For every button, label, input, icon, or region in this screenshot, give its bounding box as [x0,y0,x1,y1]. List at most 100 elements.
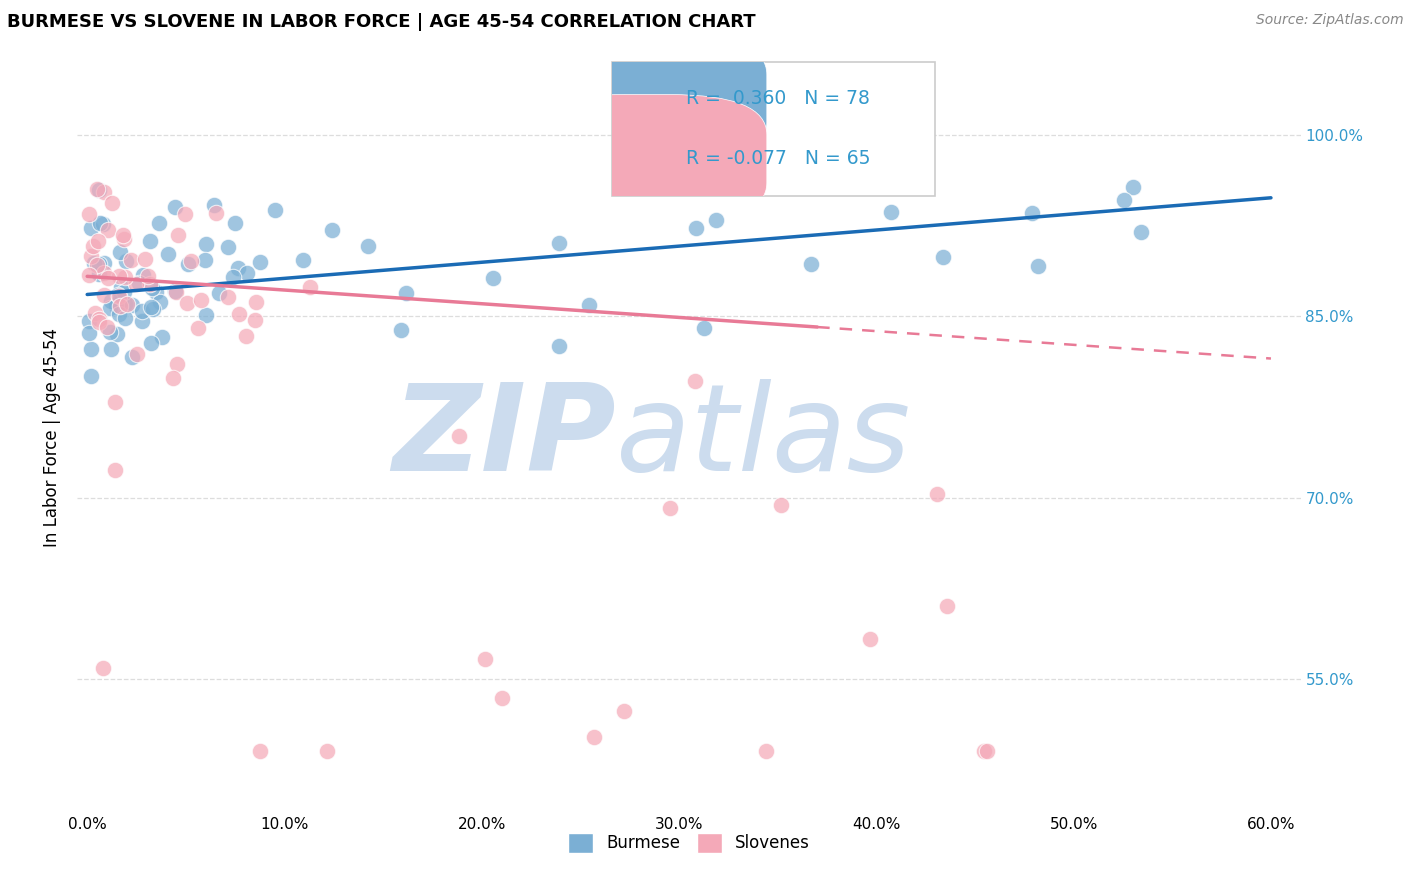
Point [86,258,108,272]
Point [93,288,115,302]
FancyBboxPatch shape [527,34,766,162]
Point [149,294,172,309]
Point [91,660,114,674]
Point [80,221,103,235]
Point [150,329,173,343]
Point [474,651,496,665]
Point [177,257,200,271]
Point [176,295,198,310]
Point [156,247,179,261]
Point [96,319,118,334]
Point [165,285,187,300]
Point [976,744,998,758]
Point [547,235,569,250]
Point [145,285,167,300]
Text: ZIP: ZIP [392,378,616,496]
Point [1021,206,1043,220]
Point [249,255,271,269]
Point [291,252,314,267]
Point [142,301,165,316]
Point [87,268,110,282]
Point [114,270,136,285]
Point [79,206,101,220]
Point [395,285,418,300]
Point [110,279,132,293]
Point [110,294,132,309]
Point [226,261,249,276]
Point [131,314,153,328]
Point [134,252,156,267]
Point [131,304,153,318]
Point [97,271,120,285]
Point [89,216,111,230]
Point [139,234,162,248]
Point [97,223,120,237]
Point [693,321,716,335]
Point [105,327,128,342]
Point [389,323,412,337]
Text: atlas: atlas [616,378,911,496]
Point [973,744,995,758]
Point [187,321,209,335]
Point [77,326,100,340]
Point [165,284,187,298]
FancyBboxPatch shape [612,62,935,196]
Point [208,285,231,300]
FancyBboxPatch shape [527,95,766,223]
Point [87,257,110,271]
Point [84,306,107,320]
Point [138,277,160,292]
Point [93,256,115,270]
Point [87,183,110,197]
Point [190,293,212,307]
Point [704,213,727,227]
Point [202,198,225,212]
Point [1112,193,1135,207]
Point [83,256,105,270]
Point [108,289,131,303]
Point [108,299,131,313]
Point [121,350,143,364]
Point [107,287,129,301]
Point [93,186,115,200]
Point [103,463,125,477]
Point [100,342,122,356]
Point [104,299,127,313]
Point [110,244,132,259]
Point [685,220,707,235]
Point [77,314,100,328]
Point [77,268,100,283]
Point [115,253,138,268]
Point [139,336,162,351]
Point [932,250,955,264]
Point [80,342,103,356]
Point [167,227,190,242]
Point [166,357,188,371]
Point [613,704,636,718]
Point [82,239,104,253]
Point [935,599,957,613]
Point [148,216,170,230]
Point [217,240,239,254]
Text: R = -0.077   N = 65: R = -0.077 N = 65 [686,149,870,169]
Point [174,207,197,221]
Point [880,205,903,219]
Text: BURMESE VS SLOVENE IN LABOR FORCE | AGE 45-54 CORRELATION CHART: BURMESE VS SLOVENE IN LABOR FORCE | AGE … [7,13,755,31]
Point [93,266,115,280]
Y-axis label: In Labor Force | Age 45-54: In Labor Force | Age 45-54 [44,327,62,547]
Point [101,195,124,210]
Point [235,329,257,343]
Point [121,297,143,311]
Point [139,300,162,314]
Point [205,206,228,220]
Point [245,295,267,310]
Point [321,223,343,237]
Point [138,268,160,283]
Point [114,310,136,325]
Point [299,280,322,294]
Point [87,312,110,326]
Point [180,253,202,268]
Point [98,326,121,340]
Point [1026,260,1049,274]
Point [132,268,155,282]
